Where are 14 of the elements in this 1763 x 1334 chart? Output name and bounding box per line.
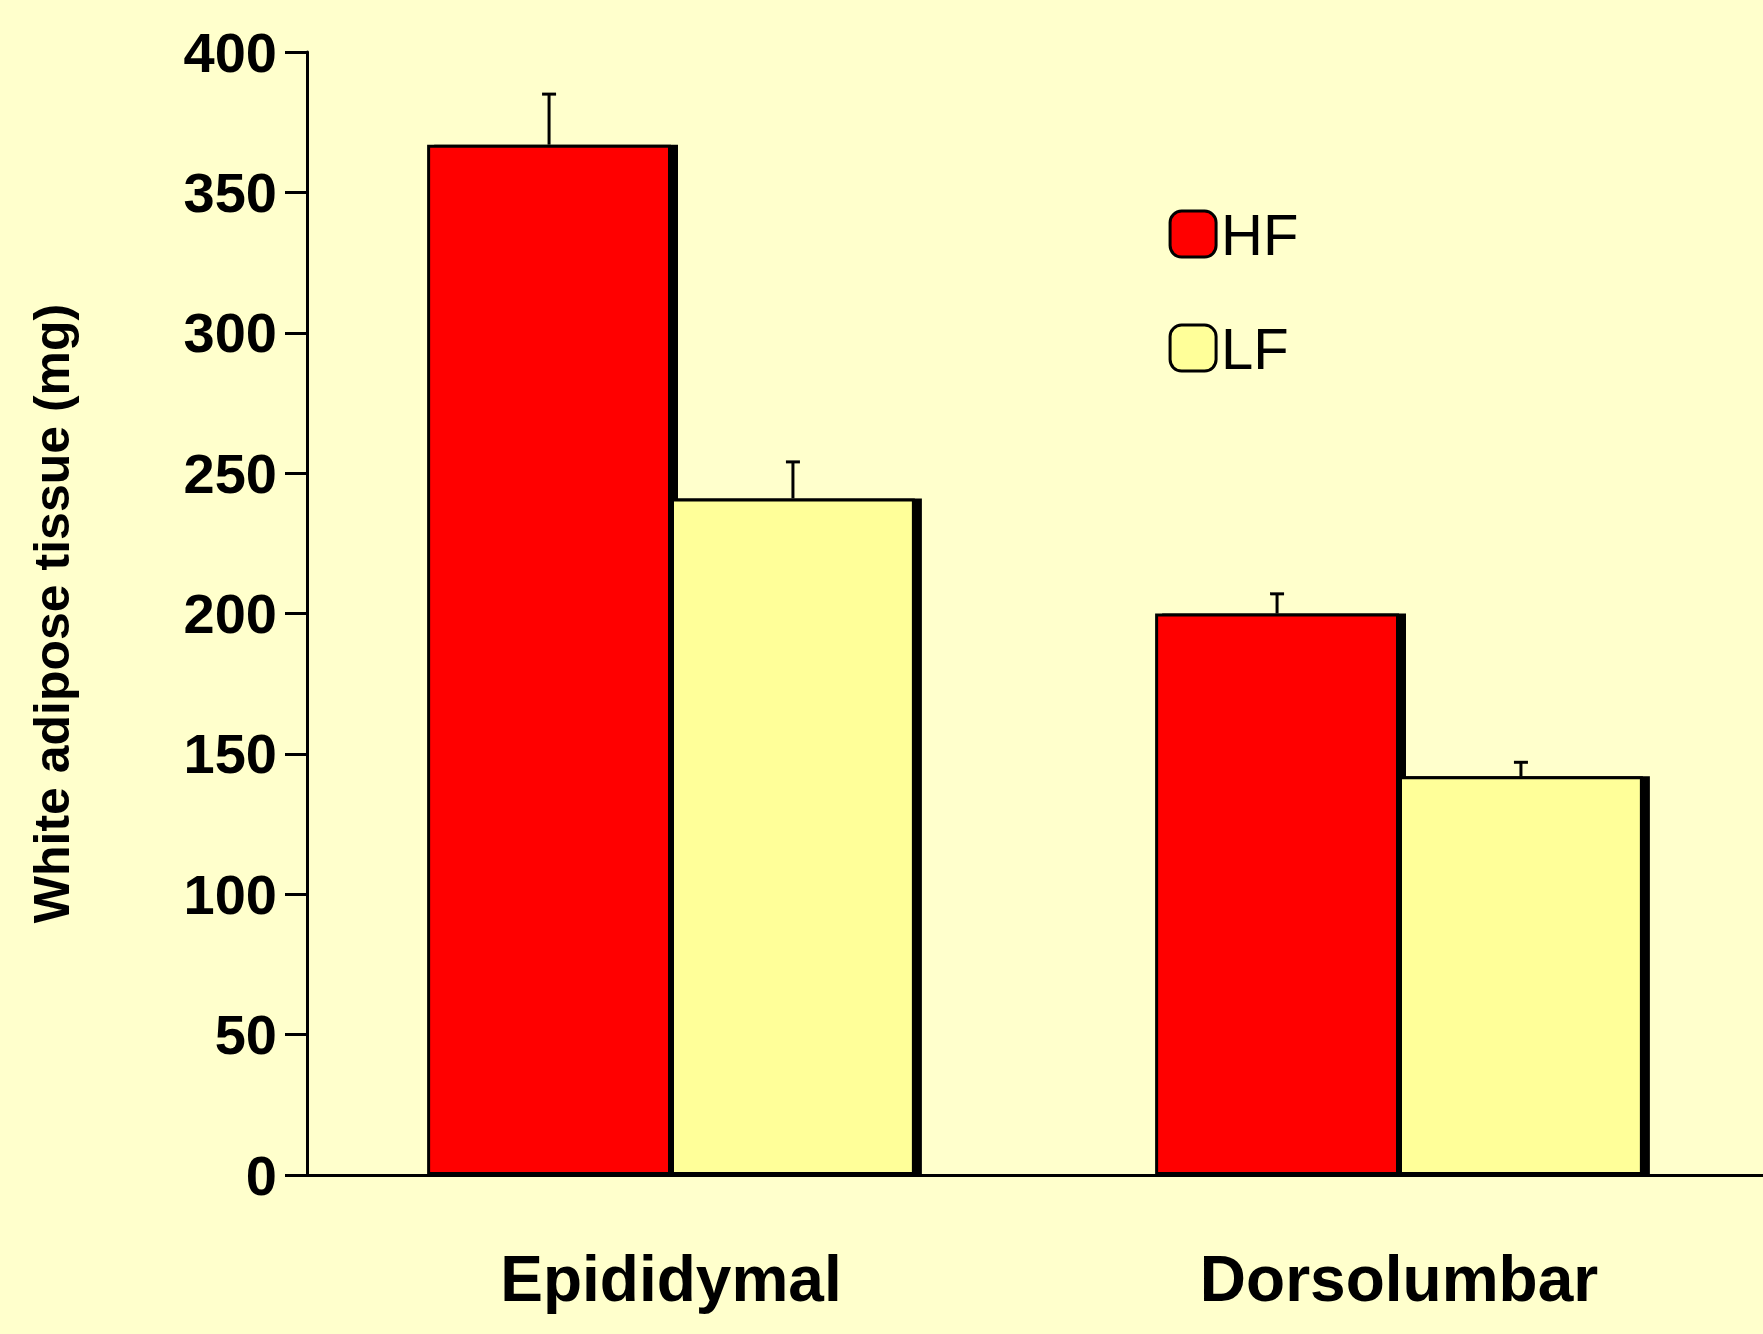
y-axis-title: White adipose tissue (mg) [24,303,80,924]
legend-label: LF [1221,315,1289,381]
y-tick-label: 250 [183,441,277,505]
y-tick-label: 350 [183,160,277,224]
y-tick-label: 100 [183,862,277,926]
legend-label: HF [1221,201,1299,267]
y-tick-label: 150 [183,722,277,786]
y-tick-label: 400 [183,20,277,84]
y-tick-label: 0 [245,1143,277,1207]
y-tick-label: 200 [183,582,277,645]
y-tick-label: 50 [214,1003,277,1067]
y-tick-label: 300 [183,301,277,365]
x-tick-label: Dorsolumbar [1199,1243,1599,1315]
x-tick-label: Epididymal [500,1243,842,1315]
